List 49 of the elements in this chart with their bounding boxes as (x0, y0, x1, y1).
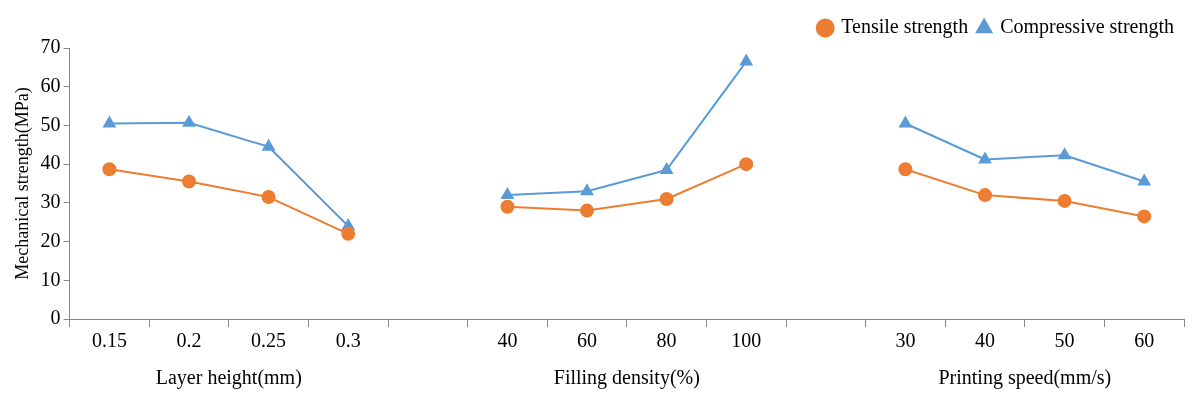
y-tick-label: 40 (40, 151, 61, 174)
y-tick-label: 0 (50, 306, 61, 329)
point (899, 116, 912, 128)
point (978, 152, 992, 164)
point (660, 162, 673, 174)
point (580, 203, 594, 218)
x-tick-label: 40 (497, 329, 518, 352)
point (740, 54, 753, 66)
point (261, 190, 276, 205)
point (103, 116, 116, 128)
point (739, 157, 754, 172)
x-tick-label: 0.3 (335, 329, 361, 352)
x-tick-label: 60 (577, 329, 597, 352)
x-tick-label: 80 (656, 329, 677, 352)
point (500, 199, 515, 214)
text: Printing speed(mm/s) (938, 366, 1112, 390)
y-axis-title: Mechanical strength(MPa) (11, 87, 33, 280)
point (898, 162, 913, 177)
x-tick-label: 0.2 (176, 329, 202, 352)
y-tick-label: 50 (40, 112, 61, 135)
x-tick-label: 0.15 (91, 329, 127, 352)
y-tick-label: 30 (40, 190, 61, 213)
x-tick-label: 30 (895, 329, 916, 352)
legend-label: Tensile strength (841, 15, 969, 39)
y-tick-label: 60 (40, 73, 61, 96)
x-tick-label: 0.25 (251, 329, 287, 352)
text: Filling density(%) (553, 366, 700, 390)
point (182, 174, 196, 189)
legend-label: Compressive strength (1000, 15, 1175, 39)
x-tick-label: 40 (975, 329, 995, 352)
x-tick-label: 100 (731, 329, 762, 352)
point (1137, 209, 1152, 224)
point (978, 188, 992, 203)
point (262, 139, 275, 151)
point (1057, 193, 1072, 208)
point (341, 226, 356, 241)
x-tick-label: 50 (1054, 329, 1075, 352)
point (501, 188, 514, 200)
y-tick-label: 20 (40, 228, 61, 251)
text: Layer height(mm) (155, 366, 302, 390)
y-tick-label: 70 (40, 35, 61, 58)
y-tick-label: 10 (40, 267, 61, 290)
point (1138, 174, 1151, 186)
point (659, 191, 674, 206)
point (102, 162, 117, 177)
x-tick-label: 60 (1134, 329, 1155, 352)
point (182, 115, 196, 127)
point (580, 184, 594, 196)
point (1058, 148, 1071, 160)
